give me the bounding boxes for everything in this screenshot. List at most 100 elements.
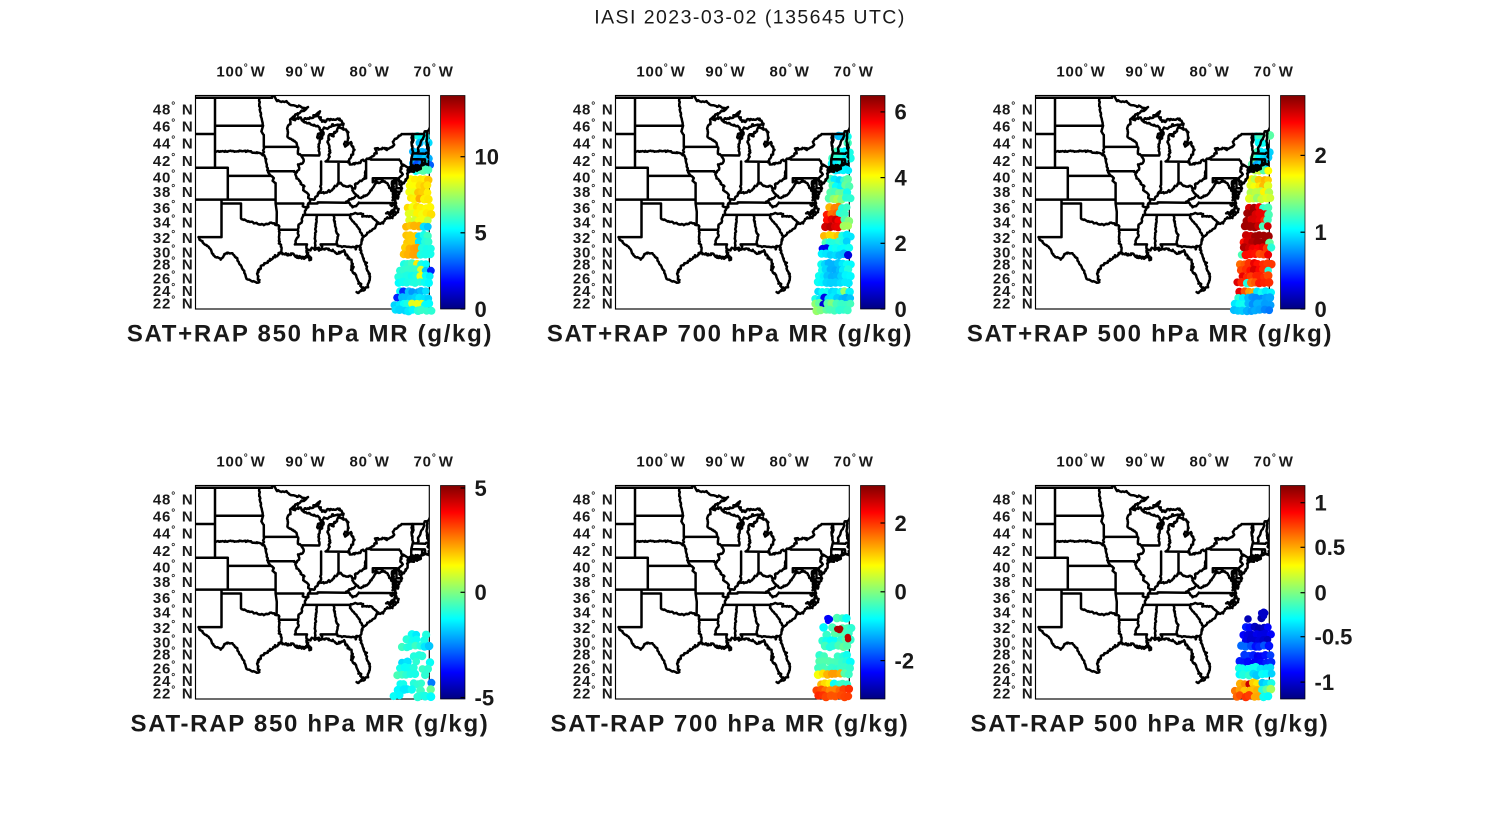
svg-text:30° N: 30° N [153,634,194,652]
svg-text:24° N: 24° N [573,672,614,690]
svg-text:80° W: 80° W [770,63,810,81]
svg-text:48° N: 48° N [153,490,194,508]
svg-text:1: 1 [1315,491,1327,516]
svg-text:40° N: 40° N [573,168,614,186]
svg-text:90° W: 90° W [285,63,325,81]
svg-text:48° N: 48° N [993,490,1034,508]
svg-text:22° N: 22° N [153,295,194,313]
svg-text:34° N: 34° N [573,213,614,231]
svg-text:38° N: 38° N [993,573,1034,591]
svg-text:-2: -2 [895,648,915,673]
svg-text:30° N: 30° N [153,244,194,262]
svg-text:42° N: 42° N [153,152,194,170]
svg-text:22° N: 22° N [153,685,194,703]
svg-text:28° N: 28° N [573,646,614,664]
svg-text:44° N: 44° N [153,134,194,152]
svg-text:0: 0 [475,297,487,322]
svg-text:40° N: 40° N [993,558,1034,576]
svg-text:44° N: 44° N [573,134,614,152]
svg-text:30° N: 30° N [573,634,614,652]
svg-text:46° N: 46° N [993,118,1034,136]
svg-text:80° W: 80° W [770,453,810,471]
svg-text:32° N: 32° N [573,229,614,247]
svg-text:40° N: 40° N [993,168,1034,186]
svg-text:80° W: 80° W [1190,453,1230,471]
svg-text:24° N: 24° N [993,672,1034,690]
svg-text:36° N: 36° N [573,199,614,217]
svg-text:90° W: 90° W [1125,453,1165,471]
svg-text:0: 0 [1315,581,1327,606]
svg-text:22° N: 22° N [993,295,1034,313]
svg-text:100° W: 100° W [216,453,265,471]
svg-text:42° N: 42° N [993,152,1034,170]
svg-text:100° W: 100° W [1056,63,1105,81]
svg-text:44° N: 44° N [573,524,614,542]
svg-text:48° N: 48° N [993,100,1034,118]
svg-text:5: 5 [475,221,487,246]
svg-text:32° N: 32° N [993,619,1034,637]
svg-text:22° N: 22° N [993,685,1034,703]
svg-text:42° N: 42° N [153,542,194,560]
svg-text:SAT-RAP 700 hPa MR (g/kg): SAT-RAP 700 hPa MR (g/kg) [551,710,910,737]
svg-text:SAT+RAP 500 hPa MR (g/kg): SAT+RAP 500 hPa MR (g/kg) [967,320,1333,347]
svg-text:10: 10 [475,145,499,170]
svg-text:38° N: 38° N [153,183,194,201]
svg-text:34° N: 34° N [153,213,194,231]
svg-text:70° W: 70° W [414,453,454,471]
svg-text:46° N: 46° N [153,118,194,136]
svg-text:-1: -1 [1315,670,1335,695]
svg-text:30° N: 30° N [993,634,1034,652]
svg-text:32° N: 32° N [153,619,194,637]
svg-text:40° N: 40° N [153,168,194,186]
svg-text:100° W: 100° W [636,453,685,471]
svg-text:26° N: 26° N [993,270,1034,288]
svg-text:IASI 2023-03-02 (135645 UTC): IASI 2023-03-02 (135645 UTC) [594,7,906,29]
svg-text:34° N: 34° N [993,213,1034,231]
svg-text:70° W: 70° W [834,63,874,81]
svg-text:-0.5: -0.5 [1315,625,1353,650]
svg-text:90° W: 90° W [705,63,745,81]
svg-text:46° N: 46° N [993,508,1034,526]
svg-text:90° W: 90° W [1125,63,1165,81]
svg-text:100° W: 100° W [216,63,265,81]
svg-text:2: 2 [1315,143,1327,168]
svg-text:32° N: 32° N [153,229,194,247]
svg-text:44° N: 44° N [153,524,194,542]
svg-text:40° N: 40° N [573,558,614,576]
svg-text:-5: -5 [475,685,495,710]
svg-text:26° N: 26° N [993,660,1034,678]
svg-text:28° N: 28° N [153,256,194,274]
svg-text:1: 1 [1315,220,1327,245]
svg-text:40° N: 40° N [153,558,194,576]
svg-text:70° W: 70° W [1254,453,1294,471]
svg-text:2: 2 [895,511,907,536]
svg-text:24° N: 24° N [153,282,194,300]
svg-text:0: 0 [895,580,907,605]
svg-text:SAT+RAP 700 hPa MR (g/kg): SAT+RAP 700 hPa MR (g/kg) [547,320,913,347]
svg-text:0: 0 [475,580,487,605]
svg-text:5: 5 [475,476,487,501]
svg-text:70° W: 70° W [1254,63,1294,81]
svg-text:28° N: 28° N [993,646,1034,664]
svg-text:32° N: 32° N [573,619,614,637]
svg-text:80° W: 80° W [350,63,390,81]
svg-text:SAT+RAP 850 hPa MR (g/kg): SAT+RAP 850 hPa MR (g/kg) [127,320,493,347]
svg-text:44° N: 44° N [993,524,1034,542]
svg-text:0.5: 0.5 [1315,535,1346,560]
svg-text:42° N: 42° N [573,152,614,170]
svg-text:38° N: 38° N [993,183,1034,201]
svg-text:44° N: 44° N [993,134,1034,152]
svg-text:24° N: 24° N [993,282,1034,300]
svg-text:36° N: 36° N [573,589,614,607]
svg-text:36° N: 36° N [993,199,1034,217]
svg-text:90° W: 90° W [705,453,745,471]
svg-text:4: 4 [895,165,908,190]
svg-text:22° N: 22° N [573,295,614,313]
svg-text:100° W: 100° W [1056,453,1105,471]
svg-text:26° N: 26° N [573,660,614,678]
svg-text:46° N: 46° N [153,508,194,526]
svg-text:SAT-RAP 500 hPa MR (g/kg): SAT-RAP 500 hPa MR (g/kg) [971,710,1330,737]
svg-text:70° W: 70° W [834,453,874,471]
svg-text:0: 0 [895,297,907,322]
svg-text:30° N: 30° N [993,244,1034,262]
